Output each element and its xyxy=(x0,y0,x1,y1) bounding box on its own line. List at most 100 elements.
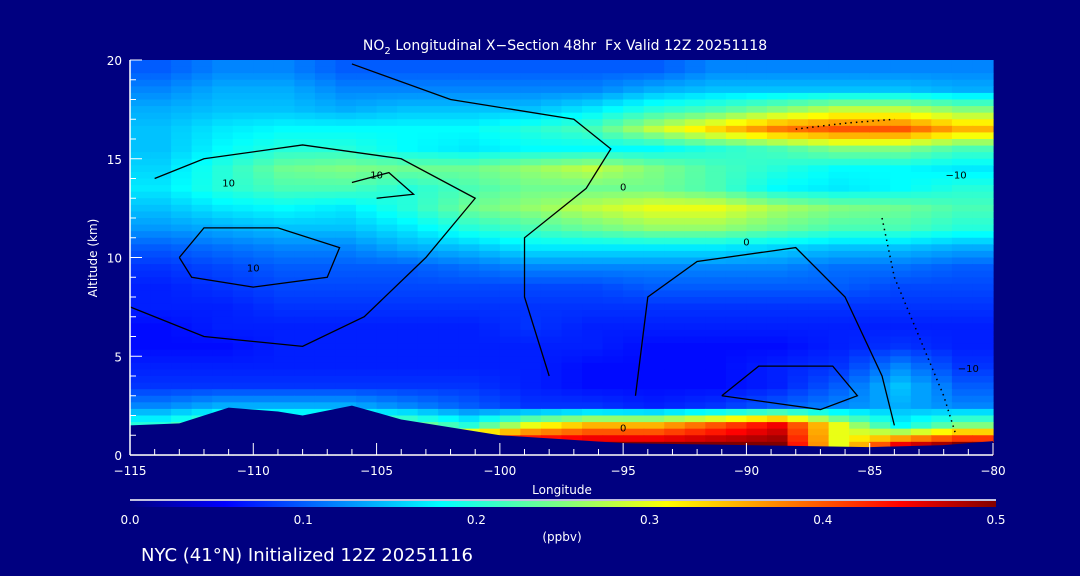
heatmap-cell xyxy=(253,211,275,219)
heatmap-cell xyxy=(335,316,357,324)
heatmap-cell xyxy=(335,165,357,173)
heatmap-cell xyxy=(294,99,316,107)
heatmap-cell xyxy=(499,224,522,232)
heatmap-cell xyxy=(725,395,748,403)
heatmap-cell xyxy=(191,283,213,292)
heatmap-cell xyxy=(869,270,891,278)
heatmap-cell xyxy=(746,158,768,166)
heatmap-cell xyxy=(910,86,932,94)
heatmap-cell xyxy=(582,408,604,417)
heatmap-cell xyxy=(582,369,604,377)
colorbar-tick-label: 0.2 xyxy=(467,513,486,527)
heatmap-cell xyxy=(273,329,295,338)
heatmap-cell xyxy=(171,376,193,384)
heatmap-cell xyxy=(540,66,563,74)
heatmap-cell xyxy=(910,112,932,120)
heatmap-cell xyxy=(499,277,522,285)
heatmap-cell xyxy=(602,382,624,390)
heatmap-cell xyxy=(602,250,624,259)
heatmap-cell xyxy=(335,152,357,160)
heatmap-cell xyxy=(273,408,295,417)
heatmap-cell xyxy=(397,106,419,114)
heatmap-cell xyxy=(499,389,522,397)
heatmap-cell xyxy=(130,73,152,81)
heatmap-cell xyxy=(458,119,480,127)
heatmap-cell xyxy=(520,270,542,278)
heatmap-cell xyxy=(479,369,501,377)
heatmap-cell xyxy=(130,79,152,87)
heatmap-cell xyxy=(828,99,850,107)
heatmap-cell xyxy=(623,86,645,94)
heatmap-cell xyxy=(314,376,337,384)
heatmap-cell xyxy=(335,60,357,68)
heatmap-cell xyxy=(417,178,439,186)
heatmap-cell xyxy=(787,218,809,226)
heatmap-cell xyxy=(910,92,932,101)
heatmap-cell xyxy=(684,139,706,147)
heatmap-cell xyxy=(849,329,871,338)
heatmap-cell xyxy=(787,125,809,134)
heatmap-cell xyxy=(725,283,748,292)
heatmap-cell xyxy=(951,428,974,436)
contour-line xyxy=(351,63,612,377)
heatmap-cell xyxy=(643,290,665,298)
heatmap-cell xyxy=(232,178,254,186)
heatmap-cell xyxy=(438,92,460,101)
heatmap-cell xyxy=(150,218,172,226)
heatmap-cell xyxy=(314,250,337,259)
heatmap-cell xyxy=(417,349,439,357)
heatmap-cell xyxy=(705,119,727,127)
heatmap-cell xyxy=(314,264,337,272)
heatmap-cell xyxy=(787,106,809,114)
heatmap-cell xyxy=(561,356,583,364)
heatmap-cell xyxy=(623,283,645,292)
heatmap-cell xyxy=(582,244,604,252)
heatmap-cell xyxy=(910,323,932,331)
heatmap-cell xyxy=(910,441,932,450)
heatmap-cell xyxy=(191,79,213,87)
heatmap-cell xyxy=(458,92,480,101)
heatmap-cell xyxy=(438,369,460,377)
heatmap-cell xyxy=(849,86,871,94)
heatmap-cell xyxy=(869,329,891,338)
heatmap-cell xyxy=(849,310,871,318)
heatmap-cell xyxy=(376,283,398,292)
heatmap-cell xyxy=(684,329,706,338)
heatmap-cell xyxy=(273,270,295,278)
heatmap-cell xyxy=(499,310,522,318)
heatmap-cell xyxy=(561,435,583,443)
heatmap-cell xyxy=(705,250,727,259)
heatmap-cell xyxy=(130,158,152,166)
heatmap-cell xyxy=(458,362,480,371)
heatmap-cell xyxy=(951,224,974,232)
heatmap-cell xyxy=(869,382,891,390)
heatmap-cell xyxy=(253,244,275,252)
heatmap-cell xyxy=(890,152,912,160)
heatmap-cell xyxy=(602,428,624,436)
heatmap-cell xyxy=(438,191,460,199)
heatmap-cell xyxy=(725,415,748,423)
heatmap-cell xyxy=(787,112,809,120)
heatmap-cell xyxy=(951,290,974,298)
heatmap-cell xyxy=(705,422,727,430)
heatmap-cell xyxy=(705,376,727,384)
heatmap-cell xyxy=(314,369,337,377)
heatmap-cell xyxy=(253,139,275,147)
heatmap-cell xyxy=(212,178,234,186)
heatmap-cell xyxy=(787,204,809,213)
heatmap-cell xyxy=(253,237,275,245)
heatmap-cell xyxy=(253,257,275,265)
heatmap-cell xyxy=(191,303,213,311)
heatmap-cell xyxy=(766,211,789,219)
heatmap-cell xyxy=(828,158,850,166)
heatmap-cell xyxy=(273,198,295,206)
heatmap-cell xyxy=(397,152,419,160)
heatmap-cell xyxy=(171,297,193,305)
heatmap-cell xyxy=(561,211,583,219)
heatmap-cell xyxy=(828,376,850,384)
heatmap-cell xyxy=(520,395,542,403)
heatmap-cell xyxy=(191,66,213,74)
heatmap-cell xyxy=(828,428,850,436)
heatmap-cell xyxy=(253,323,275,331)
